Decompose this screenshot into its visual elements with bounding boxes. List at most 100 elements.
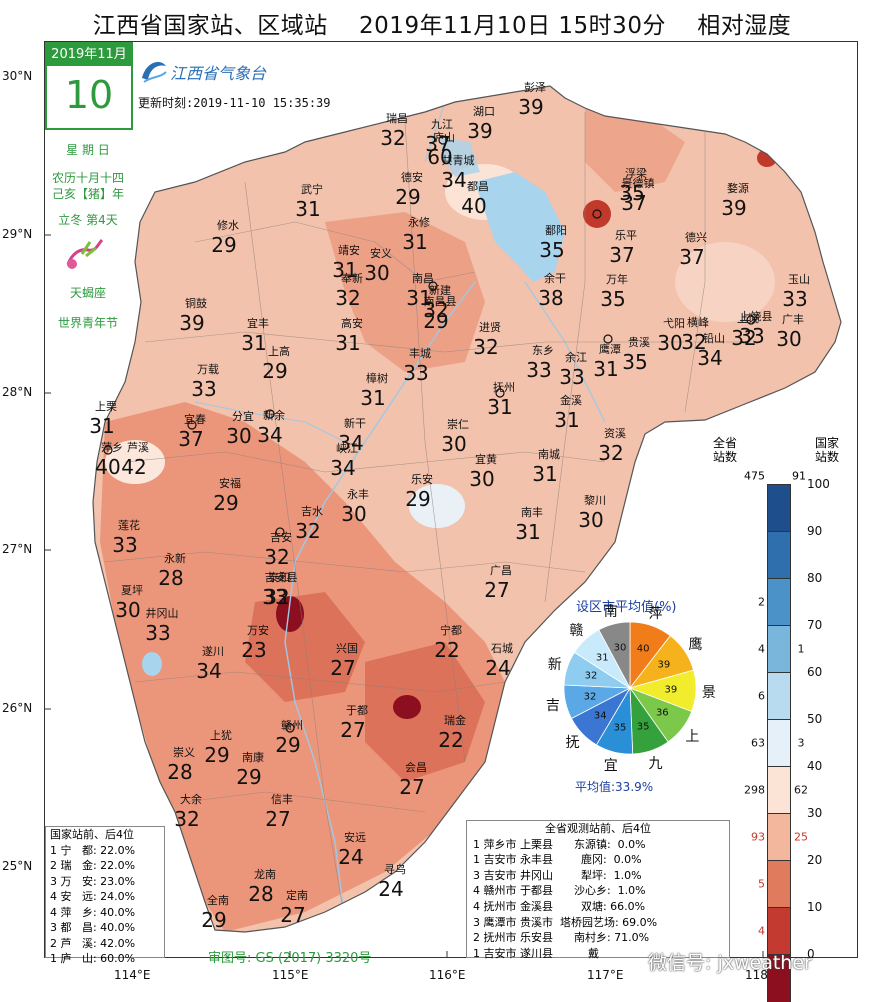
province-rank-row: 1 萍乡市 上栗县 东源镇: 0.0% — [473, 837, 646, 851]
calendar-weekday: 星 期 日 — [66, 143, 110, 157]
national-rank-row: 2 芦 溪: 42.0% — [50, 936, 136, 950]
station-name: 丰城 — [409, 347, 431, 360]
station-name: 全南 — [207, 894, 229, 907]
station-name: 彭泽 — [524, 81, 546, 94]
station-name: 德兴 — [685, 231, 707, 244]
lon-label: 116°E — [429, 968, 466, 982]
station-value: 29 — [236, 765, 262, 789]
station-value: 33 — [526, 358, 552, 382]
station-value: 33 — [739, 324, 765, 348]
station-name: 赣州 — [281, 719, 303, 732]
lon-label: 115°E — [272, 968, 309, 982]
station-name: 余干 — [544, 272, 566, 285]
province-rank-row: 1 吉安市 遂川县 戴 — [473, 946, 599, 960]
station-value: 29 — [213, 491, 239, 515]
station-name: 上犹 — [210, 729, 232, 742]
station-name: 大余 — [180, 793, 202, 806]
station-name: 兴国 — [336, 642, 358, 655]
station-value: 31 — [332, 258, 358, 282]
province-rank-rows: 1 萍乡市 上栗县 东源镇: 0.0% 1 吉安市 永丰县 鹿冈: 0.0% 3 吉… — [467, 837, 729, 962]
station-value: 31 — [241, 331, 267, 355]
station-value: 31 — [554, 408, 580, 432]
station-value: 30 — [776, 327, 802, 351]
lat-label: 27°N — [2, 542, 33, 556]
legend-bin — [767, 813, 791, 861]
lon-label: 117°E — [587, 968, 624, 982]
station-value: 27 — [399, 775, 425, 799]
station-value: 29 — [262, 359, 288, 383]
station-value: 33 — [559, 365, 585, 389]
station-value: 30 — [115, 598, 141, 622]
station-name: 都昌 — [467, 180, 489, 193]
pie-slice-value: 31 — [595, 652, 609, 664]
legend-bin — [767, 625, 791, 673]
pie-slice-city: 赣 — [569, 623, 584, 639]
station-name: 湖口 — [473, 105, 495, 118]
station-value: 38 — [538, 286, 564, 310]
station-value: 33 — [403, 361, 429, 385]
station-name: 夏坪 — [121, 584, 143, 597]
station-value: 28 — [248, 882, 274, 906]
pie-slice-city: 上 — [685, 729, 700, 746]
station-name: 新余 — [263, 409, 285, 422]
national-rank-rows: 1 宁 都: 22.0% 2 瑞 金: 22.0% 3 万 安: 23.0% 4 安 … — [46, 843, 164, 967]
station-value: 29 — [201, 908, 227, 932]
station-value: 31 — [406, 286, 432, 310]
legend-count-national: 62 — [794, 783, 808, 796]
station-value: 31 — [515, 520, 541, 544]
station-value: 31 — [360, 386, 386, 410]
calendar-year: 己亥【猪】年 — [51, 187, 124, 201]
station-name: 万安 — [247, 624, 269, 637]
station-name: 分宜 — [232, 410, 254, 423]
national-rank-table: 国家站前、后4位 1 宁 都: 22.0% 2 瑞 金: 22.0% 3 万 安: … — [45, 826, 165, 965]
legend-header-province: 全省 站数 — [705, 436, 745, 464]
pie-slice-value: 35 — [613, 722, 627, 734]
legend-bin — [767, 484, 791, 532]
station-value: 24 — [485, 656, 511, 680]
station-name: 寻乌 — [384, 863, 406, 876]
station-value: 22 — [434, 638, 460, 662]
pie-slice-city: 新 — [547, 657, 562, 674]
station-value: 33 — [262, 585, 288, 609]
national-rank-row: 1 庐 山: 60.0% — [50, 952, 136, 965]
legend-tick: 60 — [807, 665, 823, 679]
station-name: 上栗 — [95, 400, 117, 413]
province-rank-row: 2 抚州市 乐安县 南村乡: 71.0% — [473, 931, 650, 945]
station-name: 永修 — [408, 216, 430, 229]
station-name: 广昌 — [490, 564, 512, 577]
station-value: 27 — [484, 578, 510, 602]
station-name: 崇义 — [173, 746, 195, 759]
station-name: 铅山 — [703, 332, 725, 345]
station-value: 32 — [380, 126, 406, 150]
station-value: 32 — [598, 441, 624, 465]
station-value: 32 — [264, 585, 290, 609]
station-value: 34 — [330, 456, 356, 480]
station-value: 28 — [167, 760, 193, 784]
pie-slice-city: 抚 — [565, 735, 580, 752]
station-value: 29 — [395, 185, 421, 209]
station-name: 高安 — [341, 317, 363, 330]
station-value: 31 — [487, 395, 513, 419]
station-value: 37 — [609, 243, 635, 267]
station-name: 会昌 — [405, 761, 427, 774]
pie-slice-city: 鹰 — [688, 636, 703, 653]
station-value: 32 — [423, 298, 449, 322]
station-value: 30 — [226, 424, 252, 448]
station-name: 弋阳 — [663, 317, 685, 330]
station-value: 23 — [241, 638, 267, 662]
station-value: 40 — [461, 194, 487, 218]
station-value: 29 — [405, 487, 431, 511]
province-rank-row: 3 鹰潭市 贵溪市 塔桥园艺场: 69.0% — [473, 915, 658, 929]
station-name: 吉安 — [270, 531, 292, 544]
calendar-month: 2019年11月 — [47, 44, 131, 66]
station-name: 定南 — [286, 889, 308, 902]
station-name: 铜鼓 — [185, 297, 207, 310]
station-name: 新干 — [344, 417, 366, 430]
station-value: 60 — [427, 145, 453, 169]
station-value: 31 — [295, 197, 321, 221]
station-name: 峡江 — [336, 442, 358, 455]
legend-count-province: 2 — [758, 595, 765, 608]
station-name: 南丰 — [521, 506, 543, 519]
legend-count-province: 93 — [751, 830, 765, 843]
station-name: 石城 — [491, 642, 513, 655]
